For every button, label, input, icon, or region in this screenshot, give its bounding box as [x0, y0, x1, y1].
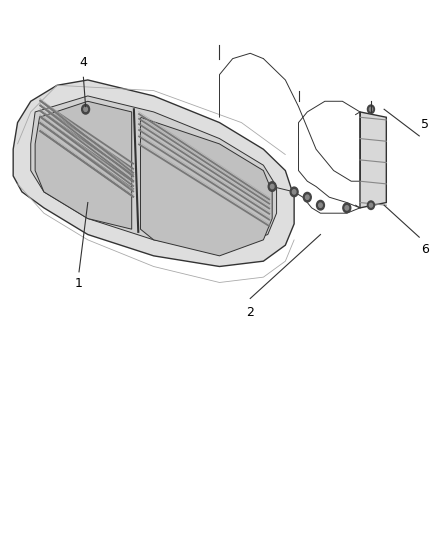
Circle shape	[303, 192, 311, 202]
Polygon shape	[31, 96, 276, 251]
Circle shape	[367, 105, 374, 114]
Circle shape	[305, 195, 308, 199]
Circle shape	[292, 190, 295, 194]
Polygon shape	[359, 112, 385, 208]
Circle shape	[367, 201, 374, 209]
Circle shape	[270, 184, 273, 189]
Text: 2: 2	[246, 306, 254, 319]
Circle shape	[344, 206, 348, 210]
Circle shape	[318, 203, 321, 207]
Circle shape	[290, 187, 297, 197]
Circle shape	[342, 203, 350, 213]
Circle shape	[316, 200, 324, 210]
Text: 6: 6	[420, 243, 428, 255]
Circle shape	[368, 107, 372, 111]
Text: 4: 4	[79, 56, 87, 69]
Text: 1: 1	[75, 277, 83, 290]
Polygon shape	[140, 117, 272, 256]
Circle shape	[84, 107, 87, 111]
Circle shape	[368, 203, 372, 207]
Text: 5: 5	[420, 118, 428, 131]
Circle shape	[81, 104, 89, 114]
Polygon shape	[13, 80, 293, 266]
Polygon shape	[35, 101, 131, 229]
Circle shape	[268, 182, 276, 191]
